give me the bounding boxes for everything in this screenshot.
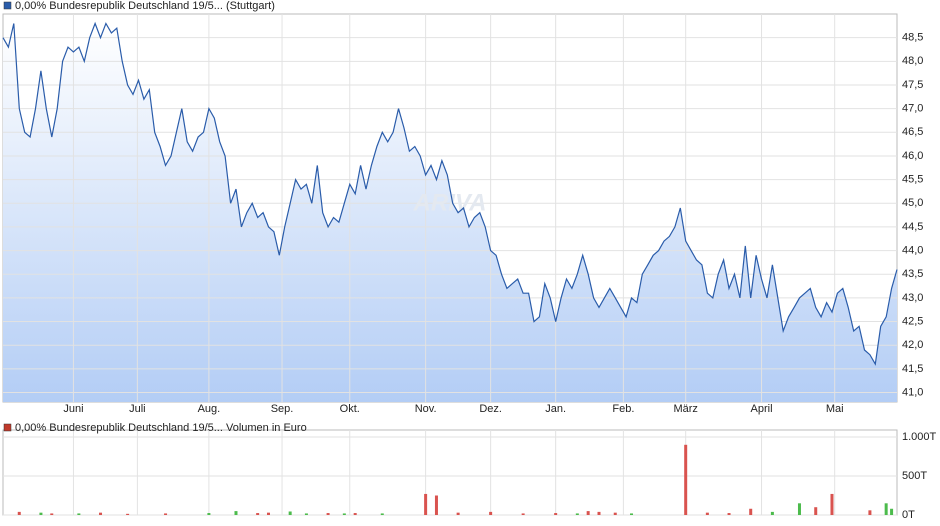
volume-bar (380, 513, 384, 515)
volume-bar (727, 513, 731, 515)
volume-bar (770, 511, 774, 515)
x-tick-label: Mai (826, 403, 844, 415)
volume-bar (797, 503, 801, 515)
legend-swatch (3, 1, 12, 10)
x-tick-label: Juni (63, 403, 83, 415)
volume-bar (207, 513, 211, 515)
volume-bar (126, 513, 130, 515)
y-tick-label: 43,0 (902, 292, 923, 304)
volume-bar (597, 511, 601, 515)
price-area (3, 23, 897, 402)
y-tick-label: 48,0 (902, 55, 923, 67)
plot-area (2, 429, 898, 516)
volume-bar (489, 511, 493, 515)
y-tick-label: 44,5 (902, 221, 923, 233)
y-tick-label: 42,0 (902, 339, 923, 351)
x-tick-label: Jan. (545, 403, 566, 415)
volume-bar (424, 493, 428, 515)
x-tick-label: Okt. (340, 403, 360, 415)
x-tick-label: Dez. (479, 403, 502, 415)
volume-bar (39, 512, 43, 515)
x-tick-label: Aug. (198, 403, 221, 415)
volume-bar (586, 511, 590, 515)
volume-bar (868, 510, 872, 515)
volume-bar (266, 512, 270, 515)
legend-swatch (3, 423, 12, 432)
y-tick-label: 41,5 (902, 363, 923, 375)
volume-bar (814, 507, 818, 515)
y-tick-label: 47,0 (902, 103, 923, 115)
volume-bar (288, 511, 292, 515)
volume-bar (77, 513, 81, 515)
y-tick-label: 44,0 (902, 244, 923, 256)
legend-label: 0,00% Bundesrepublik Deutschland 19/5...… (15, 0, 275, 12)
y-tick-label: 47,5 (902, 79, 923, 91)
x-tick-label: Sep. (271, 403, 294, 415)
volume-bar (342, 513, 346, 515)
volume-bar (613, 512, 617, 515)
y-tick-label: 0T (902, 509, 915, 521)
volume-bar (353, 513, 357, 515)
volume-bar (99, 512, 103, 515)
volume-bar (456, 512, 460, 515)
x-tick-label: Nov. (415, 403, 437, 415)
volume-bar (521, 513, 525, 515)
y-tick-label: 1.000T (902, 431, 937, 443)
volume-bar (884, 503, 888, 515)
legend-label: 0,00% Bundesrepublik Deutschland 19/5...… (15, 422, 307, 434)
volume-bar (17, 511, 21, 515)
y-tick-label: 46,5 (902, 126, 923, 138)
volume-bar (434, 495, 438, 515)
volume-bar (234, 511, 238, 515)
y-tick-label: 45,0 (902, 197, 923, 209)
volume-bar (575, 513, 579, 515)
volume-bar (830, 493, 834, 515)
volume-bar (630, 513, 634, 515)
volume-bar (890, 508, 894, 515)
x-tick-label: Feb. (612, 403, 634, 415)
y-tick-label: 500T (902, 470, 927, 482)
watermark: ARIVA (413, 189, 487, 216)
volume-bar (705, 512, 709, 515)
volume-bar (326, 513, 330, 515)
volume-bar (749, 508, 753, 515)
y-tick-label: 41,0 (902, 386, 923, 398)
x-tick-label: April (751, 403, 773, 415)
volume-bar (256, 513, 260, 515)
x-tick-label: Juli (129, 403, 146, 415)
volume-bar (304, 513, 308, 515)
y-tick-label: 45,5 (902, 174, 923, 186)
y-tick-label: 43,5 (902, 268, 923, 280)
volume-bar (50, 513, 54, 515)
y-tick-label: 42,5 (902, 315, 923, 327)
y-tick-label: 46,0 (902, 150, 923, 162)
price-line (2, 21, 898, 366)
volume-bar (164, 513, 168, 515)
y-tick-label: 48,5 (902, 32, 923, 44)
volume-bar (554, 513, 558, 515)
volume-bar (684, 444, 688, 515)
x-tick-label: März (673, 403, 697, 415)
